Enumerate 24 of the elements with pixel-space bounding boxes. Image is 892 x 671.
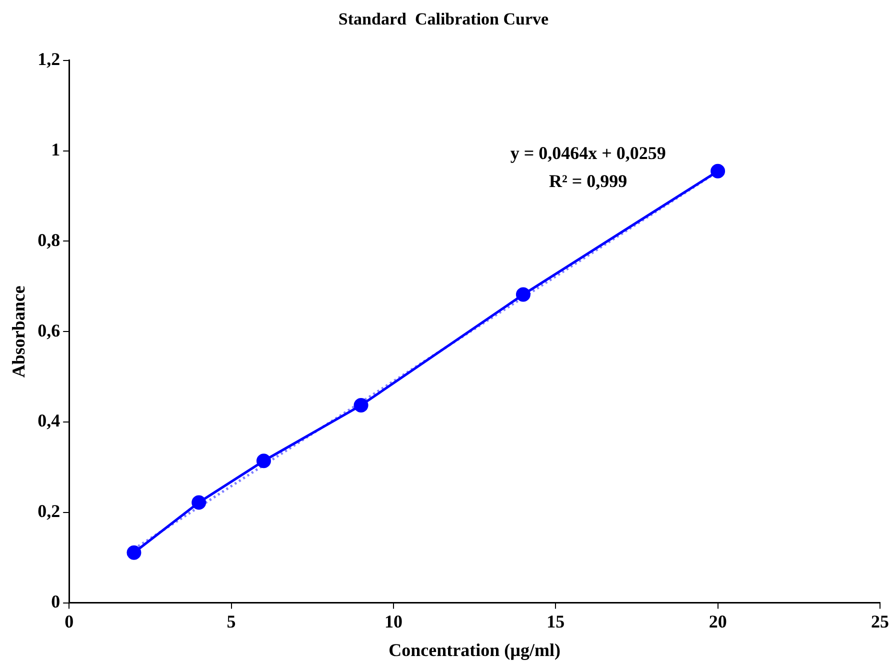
x-tick-label: 15 — [546, 611, 565, 632]
point — [256, 454, 271, 468]
y-tick-label: 0,2 — [38, 501, 60, 522]
point — [710, 164, 726, 178]
point — [516, 287, 530, 302]
x-axis-title: Concentration (µg/ml) — [388, 640, 560, 660]
point — [354, 398, 368, 413]
y-axis-title: Absorbance — [8, 286, 28, 378]
annotation: R² = 0,999 — [549, 171, 628, 192]
y-tick-label: 1,2 — [38, 49, 60, 70]
point — [192, 495, 206, 510]
chart-title: Standard Calibration Curve — [338, 10, 550, 29]
x-tick-label: 5 — [226, 611, 236, 632]
point — [126, 545, 142, 560]
annotation: y = 0,0464x + 0,0259 — [510, 142, 666, 163]
y-tick-label: 0,6 — [38, 320, 60, 340]
x-tick-label: 20 — [708, 611, 727, 632]
y-tick-label: 0 — [51, 591, 60, 612]
y-tick-label: 0,4 — [38, 410, 60, 431]
x-tick-label: 25 — [871, 611, 889, 632]
x-tick-label: 0 — [64, 611, 74, 632]
y-tick-label: 0,8 — [38, 230, 60, 250]
x-tick-label: 10 — [384, 611, 402, 632]
y-tick-label: 1 — [51, 139, 60, 160]
